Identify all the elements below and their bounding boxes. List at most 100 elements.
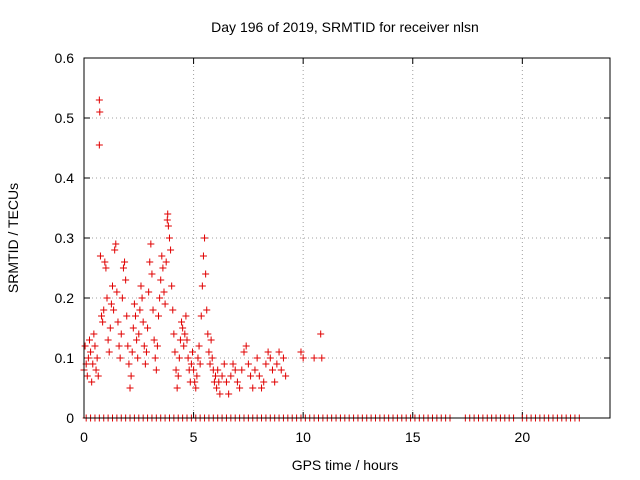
x-tick-label: 20 bbox=[515, 429, 531, 445]
data-point bbox=[275, 348, 283, 356]
data-point bbox=[163, 216, 171, 224]
data-point bbox=[136, 306, 144, 314]
data-point bbox=[172, 366, 180, 374]
data-point bbox=[222, 378, 230, 386]
data-point bbox=[99, 318, 107, 326]
y-tick-label: 0.2 bbox=[55, 290, 75, 306]
data-point bbox=[113, 288, 121, 296]
data-point bbox=[242, 342, 250, 350]
data-point bbox=[102, 264, 110, 272]
data-point bbox=[190, 366, 198, 374]
data-point bbox=[105, 348, 113, 356]
data-point bbox=[317, 330, 325, 338]
data-point bbox=[271, 378, 279, 386]
data-point bbox=[188, 348, 196, 356]
data-point bbox=[277, 366, 285, 374]
data-point bbox=[107, 300, 115, 308]
data-point bbox=[220, 360, 228, 368]
data-point bbox=[195, 342, 203, 350]
data-point bbox=[204, 330, 212, 338]
data-point bbox=[100, 306, 108, 314]
data-point bbox=[117, 330, 125, 338]
data-point bbox=[199, 252, 207, 260]
data-point bbox=[138, 294, 146, 302]
data-point bbox=[229, 360, 237, 368]
plot-frame bbox=[83, 57, 611, 419]
data-point bbox=[227, 372, 235, 380]
data-point bbox=[121, 258, 129, 266]
data-point bbox=[182, 312, 190, 320]
data-point bbox=[115, 342, 123, 350]
data-point bbox=[297, 348, 305, 356]
data-point bbox=[104, 336, 112, 344]
x-tick-label: 15 bbox=[405, 429, 421, 445]
data-point bbox=[126, 384, 134, 392]
data-point bbox=[264, 348, 272, 356]
data-point bbox=[165, 234, 173, 242]
data-point bbox=[262, 360, 270, 368]
x-axis-label: GPS time / hours bbox=[292, 457, 399, 473]
data-point bbox=[123, 312, 131, 320]
data-point bbox=[140, 342, 148, 350]
data-point bbox=[266, 354, 274, 362]
data-point bbox=[133, 336, 141, 344]
data-point bbox=[128, 348, 136, 356]
data-point bbox=[216, 390, 224, 398]
data-point bbox=[255, 372, 263, 380]
data-point bbox=[207, 336, 215, 344]
data-point bbox=[147, 240, 155, 248]
data-point bbox=[236, 384, 244, 392]
data-point bbox=[84, 354, 92, 362]
data-point bbox=[193, 372, 201, 380]
data-point bbox=[260, 378, 268, 386]
data-point bbox=[92, 366, 100, 374]
data-point bbox=[95, 141, 103, 149]
data-point bbox=[197, 312, 205, 320]
data-point bbox=[279, 354, 287, 362]
chart-title: Day 196 of 2019, SRMTID for receiver nls… bbox=[211, 19, 479, 35]
data-point bbox=[130, 300, 138, 308]
data-point bbox=[273, 360, 281, 368]
data-point bbox=[127, 372, 135, 380]
data-point bbox=[181, 330, 189, 338]
y-tick-label: 0 bbox=[66, 410, 74, 426]
data-point bbox=[160, 288, 168, 296]
data-point bbox=[153, 342, 161, 350]
data-point bbox=[110, 306, 118, 314]
data-point bbox=[152, 366, 160, 374]
data-point bbox=[151, 354, 159, 362]
data-point bbox=[129, 324, 137, 332]
data-point bbox=[142, 348, 150, 356]
data-point bbox=[91, 342, 99, 350]
data-point bbox=[202, 270, 210, 278]
data-point bbox=[122, 276, 130, 284]
data-point bbox=[114, 318, 122, 326]
data-point bbox=[233, 378, 241, 386]
data-point bbox=[173, 384, 181, 392]
data-point bbox=[156, 294, 164, 302]
data-point bbox=[268, 366, 276, 374]
data-point bbox=[206, 360, 214, 368]
grid bbox=[84, 58, 610, 418]
data-point bbox=[187, 360, 195, 368]
data-point bbox=[96, 252, 104, 260]
data-point bbox=[116, 354, 124, 362]
y-tick-label: 0.4 bbox=[55, 170, 75, 186]
data-point bbox=[191, 378, 199, 386]
data-point bbox=[176, 336, 184, 344]
data-point bbox=[89, 360, 97, 368]
data-point bbox=[247, 372, 255, 380]
y-tick-label: 0.1 bbox=[55, 350, 75, 366]
data-point bbox=[83, 372, 91, 380]
data-point bbox=[124, 342, 132, 350]
data-point bbox=[183, 336, 191, 344]
data-point bbox=[119, 264, 127, 272]
data-point bbox=[125, 360, 133, 368]
data-point bbox=[203, 306, 211, 314]
data-point bbox=[95, 96, 103, 104]
data-point bbox=[94, 372, 102, 380]
data-point bbox=[162, 258, 170, 266]
data-point bbox=[93, 354, 101, 362]
data-point bbox=[96, 108, 104, 116]
